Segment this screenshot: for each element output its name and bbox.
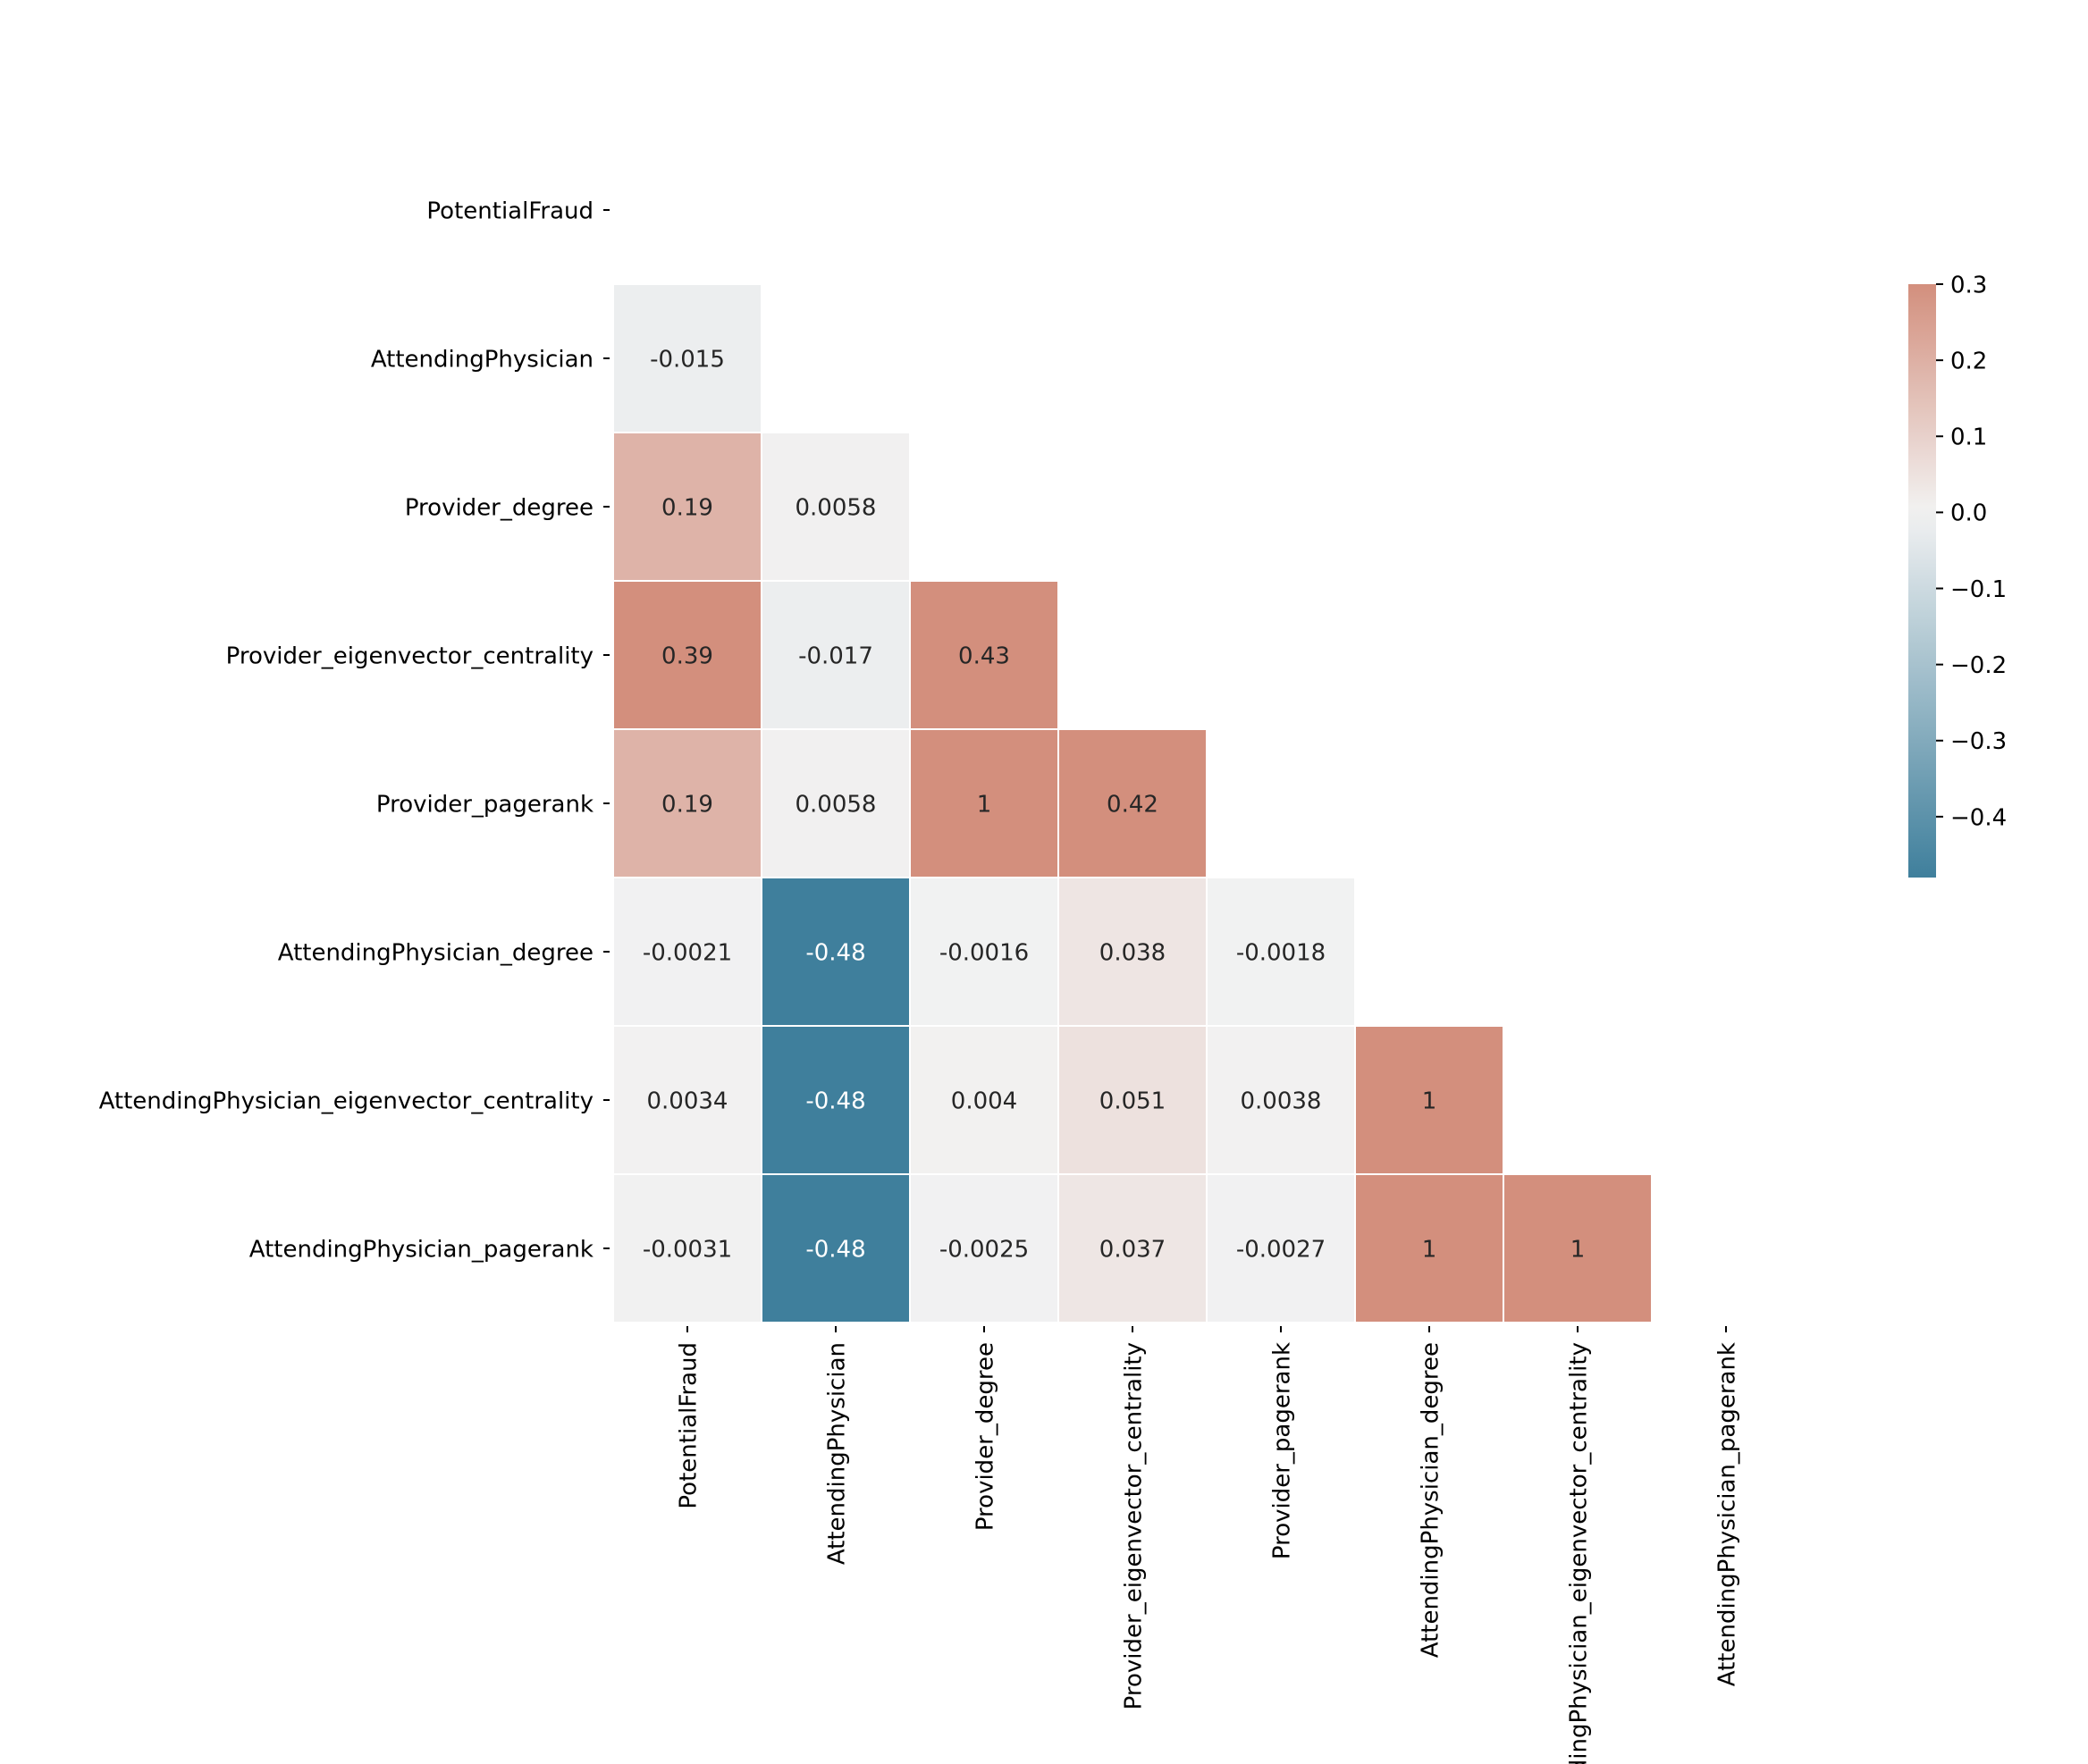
- heatmap-cell: [909, 1025, 1059, 1175]
- cell-value-label: 1: [1422, 1088, 1437, 1114]
- x-tick-label: AttendingPhysician_eigenvector_centralit…: [1565, 1342, 1592, 1764]
- cell-annotations: -0.015 0.19 0.0058 0.39 -0.017 0.43 0.19 0.0058…: [643, 346, 1585, 1263]
- cell-value-label: 1: [1570, 1236, 1586, 1263]
- cell-value-label: -0.015: [650, 346, 725, 373]
- heatmap-cells: [612, 283, 1653, 1323]
- y-axis-tick-labels: PotentialFraud AttendingPhysician Provider…: [99, 197, 610, 1263]
- x-tick-label: PotentialFraud: [675, 1342, 702, 1509]
- cell-value-label: 1: [977, 791, 992, 818]
- cell-value-label: 0.037: [1099, 1236, 1166, 1263]
- cell-value-label: 0.42: [1107, 791, 1158, 818]
- colorbar: 0.3 0.2 0.1 0.0 −0.1 −0.2 −0.3 −0.4: [1908, 272, 2007, 878]
- heatmap-cell: [1206, 877, 1356, 1027]
- y-tick-label: AttendingPhysician_pagerank: [249, 1236, 594, 1263]
- cell-value-label: 1: [1422, 1236, 1437, 1263]
- heatmap-cell: [612, 580, 762, 730]
- cell-value-label: -0.0016: [939, 939, 1029, 966]
- heatmap-cell: [1057, 728, 1208, 878]
- cell-value-label: -0.017: [798, 643, 873, 669]
- heatmap-cell: [1206, 1025, 1356, 1175]
- y-tick-label: Provider_degree: [405, 494, 594, 521]
- y-tick-label: AttendingPhysician_degree: [278, 939, 594, 966]
- x-tick-label: Provider_eigenvector_centrality: [1120, 1342, 1147, 1709]
- heatmap-cell: [1354, 1173, 1504, 1323]
- colorbar-gradient: [1908, 284, 1936, 878]
- x-axis-tick-labels: PotentialFraud AttendingPhysician Provider…: [675, 1326, 1740, 1764]
- heatmap-cell: [612, 1025, 762, 1175]
- cell-value-label: -0.0031: [643, 1236, 732, 1263]
- colorbar-tick-label: 0.1: [1950, 424, 1987, 451]
- cell-value-label: 0.0058: [796, 494, 877, 521]
- heatmap-cell: [612, 283, 762, 433]
- heatmap-cell: [761, 877, 911, 1027]
- heatmap-cell: [1057, 1025, 1208, 1175]
- x-tick-label: Provider_pagerank: [1268, 1342, 1295, 1559]
- heatmap-cell: [761, 432, 911, 582]
- heatmap-cell: [612, 1173, 762, 1323]
- cell-value-label: 0.038: [1099, 939, 1166, 966]
- cell-value-label: -0.48: [805, 939, 865, 966]
- heatmap-cell: [761, 728, 911, 878]
- cell-value-label: 0.19: [661, 494, 713, 521]
- y-tick-label: AttendingPhysician_eigenvector_centralit…: [99, 1088, 594, 1114]
- cell-value-label: -0.48: [805, 1236, 865, 1263]
- y-tick-label: Provider_pagerank: [376, 791, 594, 818]
- colorbar-tick-label: 0.2: [1950, 348, 1987, 374]
- y-tick-label: PotentialFraud: [426, 197, 594, 224]
- colorbar-tick-label: 0.3: [1950, 272, 1987, 298]
- heatmap-cell: [761, 580, 911, 730]
- cell-value-label: 0.19: [661, 791, 713, 818]
- heatmap-cell: [909, 580, 1059, 730]
- cell-value-label: 0.39: [661, 643, 713, 669]
- cell-value-label: -0.0018: [1236, 939, 1326, 966]
- cell-value-label: 0.0058: [796, 791, 877, 818]
- cell-value-label: 0.0038: [1241, 1088, 1322, 1114]
- cell-value-label: 0.0034: [647, 1088, 728, 1114]
- cell-value-label: 0.004: [951, 1088, 1017, 1114]
- colorbar-tick-label: −0.2: [1950, 652, 2007, 679]
- cell-value-label: 0.43: [958, 643, 1010, 669]
- x-tick-label: AttendingPhysician_pagerank: [1713, 1342, 1740, 1686]
- x-tick-label: Provider_degree: [972, 1342, 998, 1531]
- cell-value-label: -0.0027: [1236, 1236, 1326, 1263]
- colorbar-tick-label: −0.3: [1950, 728, 2007, 755]
- y-tick-label: AttendingPhysician: [371, 346, 594, 373]
- cell-value-label: -0.48: [805, 1088, 865, 1114]
- y-tick-label: Provider_eigenvector_centrality: [226, 643, 594, 669]
- cell-value-label: -0.0025: [939, 1236, 1029, 1263]
- colorbar-tick-label: −0.1: [1950, 576, 2007, 603]
- heatmap-cell: [1057, 877, 1208, 1027]
- heatmap-cell: [1354, 1025, 1504, 1175]
- heatmap-cell: [612, 432, 762, 582]
- x-tick-label: AttendingPhysician: [823, 1342, 850, 1565]
- heatmap-cell: [1503, 1173, 1653, 1323]
- colorbar-tick-label: 0.0: [1950, 500, 1987, 527]
- heatmap-cell: [761, 1173, 911, 1323]
- x-tick-label: AttendingPhysician_degree: [1417, 1342, 1444, 1658]
- heatmap-cell: [761, 1025, 911, 1175]
- colorbar-tick-label: −0.4: [1950, 804, 2007, 831]
- heatmap-cell: [1057, 1173, 1208, 1323]
- cell-value-label: -0.0021: [643, 939, 732, 966]
- cell-value-label: 0.051: [1099, 1088, 1166, 1114]
- heatmap-cell: [909, 877, 1059, 1027]
